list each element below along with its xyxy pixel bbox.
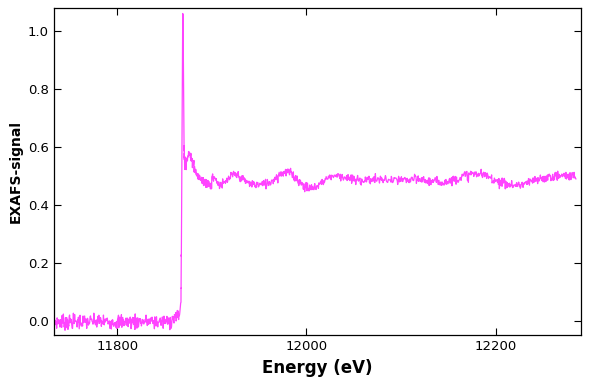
Y-axis label: EXAFS-signal: EXAFS-signal xyxy=(8,120,22,223)
X-axis label: Energy (eV): Energy (eV) xyxy=(262,359,372,377)
